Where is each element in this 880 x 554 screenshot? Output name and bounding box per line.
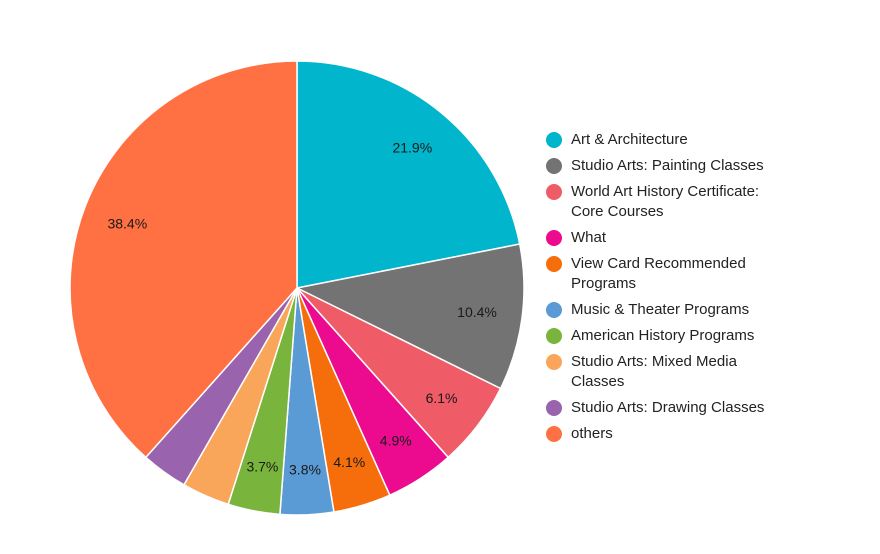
legend-swatch	[546, 426, 562, 442]
slice-label: 4.9%	[380, 432, 412, 448]
legend-label: others	[571, 425, 613, 442]
legend-item[interactable]: others	[546, 424, 876, 444]
pie-slice[interactable]	[296, 60, 521, 289]
legend-swatch	[546, 158, 562, 174]
slice-label: 10.4%	[457, 304, 497, 320]
legend-label: World Art History Certificate: Core Cour…	[571, 183, 760, 220]
legend-item[interactable]: Art & Architecture	[546, 130, 876, 150]
legend-item[interactable]: What	[546, 228, 876, 248]
slice-label: 4.1%	[333, 454, 365, 470]
legend-label: View Card Recommended Programs	[571, 255, 746, 292]
slice-label: 21.9%	[392, 140, 432, 156]
legend-swatch	[546, 256, 562, 272]
slice-label: 3.7%	[246, 458, 278, 474]
legend-swatch	[546, 230, 562, 246]
legend-item[interactable]: Studio Arts: Painting Classes	[546, 156, 876, 176]
pie-slice[interactable]	[294, 243, 525, 390]
pie-slice[interactable]	[69, 60, 298, 459]
slice-label: 38.4%	[107, 215, 147, 231]
slice-label: 3.8%	[289, 461, 321, 477]
legend-label: Art & Architecture	[571, 131, 688, 148]
legend-swatch	[546, 354, 562, 370]
slice-label: 6.1%	[426, 390, 458, 406]
legend-item[interactable]: Studio Arts: Drawing Classes	[546, 398, 876, 418]
legend-swatch	[546, 400, 562, 416]
legend-swatch	[546, 328, 562, 344]
legend-label: American History Programs	[571, 327, 755, 344]
legend-item[interactable]: American History Programs	[546, 326, 876, 346]
legend: Art & Architecture Studio Arts: Painting…	[546, 130, 876, 450]
legend-item[interactable]: World Art History Certificate: Core Cour…	[546, 182, 876, 222]
legend-label: Studio Arts: Mixed Media Classes	[571, 353, 737, 390]
legend-label: Music & Theater Programs	[571, 301, 750, 318]
legend-label: What	[571, 229, 607, 246]
legend-item[interactable]: View Card Recommended Programs	[546, 254, 876, 294]
legend-label: Studio Arts: Painting Classes	[571, 157, 764, 174]
legend-label: Studio Arts: Drawing Classes	[571, 399, 765, 416]
legend-item[interactable]: Studio Arts: Mixed Media Classes	[546, 352, 876, 392]
legend-swatch	[546, 302, 562, 318]
legend-swatch	[546, 132, 562, 148]
legend-item[interactable]: Music & Theater Programs	[546, 300, 876, 320]
legend-swatch	[546, 184, 562, 200]
